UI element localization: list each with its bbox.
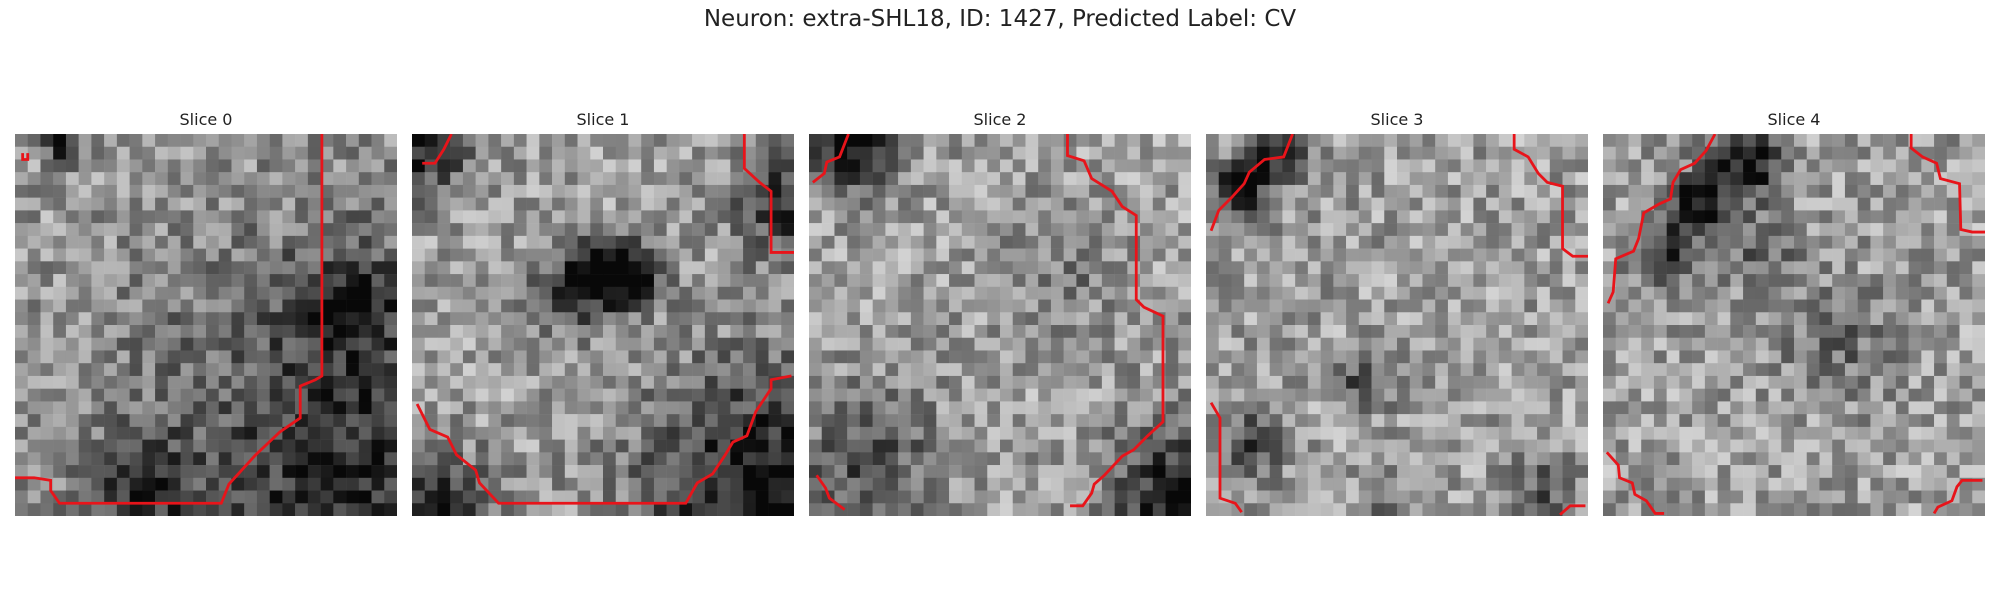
contour-line <box>1932 478 1983 515</box>
slice-panel-4: Slice 4 <box>1603 110 1985 518</box>
contour-line <box>1605 451 1665 515</box>
contour-line <box>1512 134 1588 258</box>
contour-line <box>15 134 324 505</box>
figure-title: Neuron: extra-SHL18, ID: 1427, Predicted… <box>703 6 1297 32</box>
slice-image-0 <box>15 134 397 516</box>
slice-title-1: Slice 1 <box>576 110 630 129</box>
contour-line <box>1559 504 1586 516</box>
contour-line <box>1909 134 1985 234</box>
slice-image-4 <box>1603 134 1985 516</box>
contour-line <box>21 153 30 161</box>
slice-title-4: Slice 4 <box>1767 110 1821 129</box>
contour-line <box>1066 134 1165 508</box>
slice-panel-3: Slice 3 <box>1206 110 1588 518</box>
contour-line <box>815 474 846 511</box>
slice-panel-2: Slice 2 <box>809 110 1191 518</box>
slice-image-3 <box>1206 134 1588 516</box>
contour-line <box>415 374 792 505</box>
contour-line <box>422 134 453 165</box>
slice-title-0: Slice 0 <box>179 110 233 129</box>
slice-panel-0: Slice 0 <box>15 110 397 518</box>
slice-image-2 <box>809 134 1191 516</box>
contour-line <box>1209 401 1243 513</box>
contour-line <box>742 134 794 254</box>
contour-line <box>811 134 850 184</box>
slice-title-2: Slice 2 <box>973 110 1027 129</box>
slice-panel-1: Slice 1 <box>412 110 794 518</box>
contour-line <box>1606 134 1717 304</box>
slice-image-1 <box>412 134 794 516</box>
slice-title-3: Slice 3 <box>1370 110 1424 129</box>
contour-line <box>1209 134 1294 232</box>
